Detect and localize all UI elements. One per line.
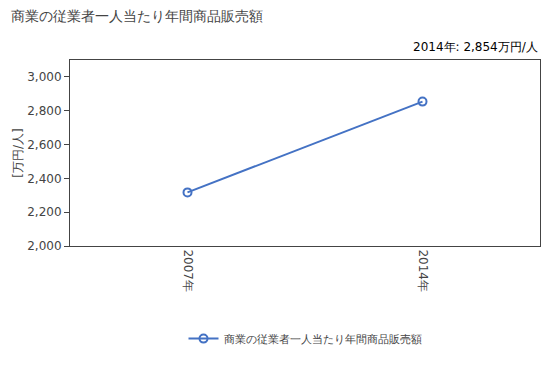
svg-text:[万円/人]: [万円/人]: [11, 128, 25, 177]
svg-text:商業の従業者一人当たり年間商品販売額: 商業の従業者一人当たり年間商品販売額: [11, 8, 263, 24]
svg-text:2,800: 2,800: [27, 104, 61, 118]
svg-text:3,000: 3,000: [27, 70, 61, 84]
svg-text:2,400: 2,400: [27, 172, 61, 186]
svg-text:2014年: 2014年: [416, 249, 430, 292]
svg-text:2007年: 2007年: [181, 249, 195, 292]
svg-text:2,600: 2,600: [27, 138, 61, 152]
svg-text:2,000: 2,000: [27, 239, 61, 253]
svg-text:2,200: 2,200: [27, 205, 61, 219]
svg-text:商業の従業者一人当たり年間商品販売額: 商業の従業者一人当たり年間商品販売額: [224, 333, 422, 346]
svg-text:2014年: 2,854万円/人: 2014年: 2,854万円/人: [413, 40, 538, 54]
